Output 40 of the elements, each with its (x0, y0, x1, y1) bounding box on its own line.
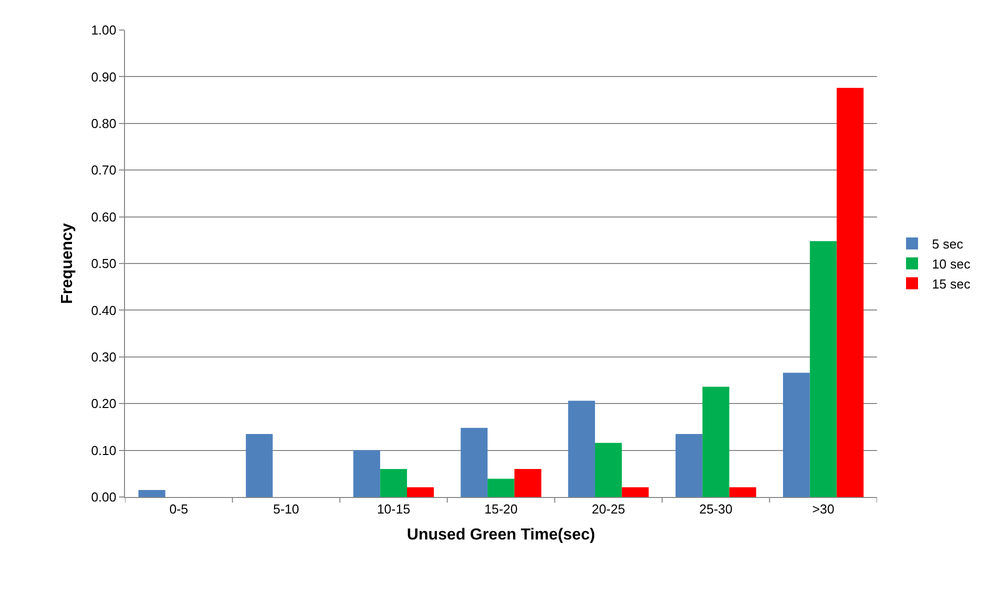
bar (380, 468, 407, 497)
bar (676, 434, 702, 497)
x-tick-label: 15-20 (484, 502, 518, 517)
bar (353, 450, 380, 497)
bar (460, 428, 488, 497)
bar (138, 490, 166, 497)
x-tick-label: 20-25 (592, 502, 626, 517)
y-tick-label: 0.70 (91, 162, 116, 178)
legend-label: 5 sec (932, 236, 964, 252)
bar (622, 487, 649, 497)
x-tick-label: 10-15 (376, 502, 410, 517)
y-tick-label: 0.10 (91, 442, 116, 458)
y-tick-label: 1.00 (91, 22, 116, 38)
bar (246, 434, 273, 497)
y-tick-label: 0.90 (91, 69, 116, 84)
y-tick-label: 0.50 (91, 256, 116, 272)
bar (783, 372, 810, 497)
legend-label: 10 sec (932, 256, 971, 272)
bar (568, 400, 595, 497)
bar (488, 478, 514, 497)
bar (702, 386, 730, 497)
y-tick-label: 0.00 (91, 490, 116, 505)
bar (595, 442, 622, 497)
bar (810, 241, 837, 497)
y-axis-title: Frequency (58, 222, 76, 304)
y-tick-label: 0.30 (91, 349, 116, 364)
bar (729, 487, 756, 497)
y-tick-label: 0.20 (91, 396, 116, 412)
y-tick-label: 0.80 (91, 116, 116, 131)
x-tick-label: 25-30 (699, 502, 732, 517)
y-tick-label: 0.40 (91, 302, 116, 318)
x-tick-label: >30 (812, 502, 834, 517)
bar (836, 88, 864, 497)
legend-label: 15 sec (932, 276, 971, 292)
y-tick-label: 0.60 (91, 209, 116, 224)
x-tick-label: 0-5 (169, 502, 188, 517)
x-tick-label: 5-10 (273, 502, 300, 517)
bar (514, 468, 542, 497)
bar (407, 487, 434, 497)
x-axis-title: Unused Green Time(sec) (406, 526, 596, 544)
